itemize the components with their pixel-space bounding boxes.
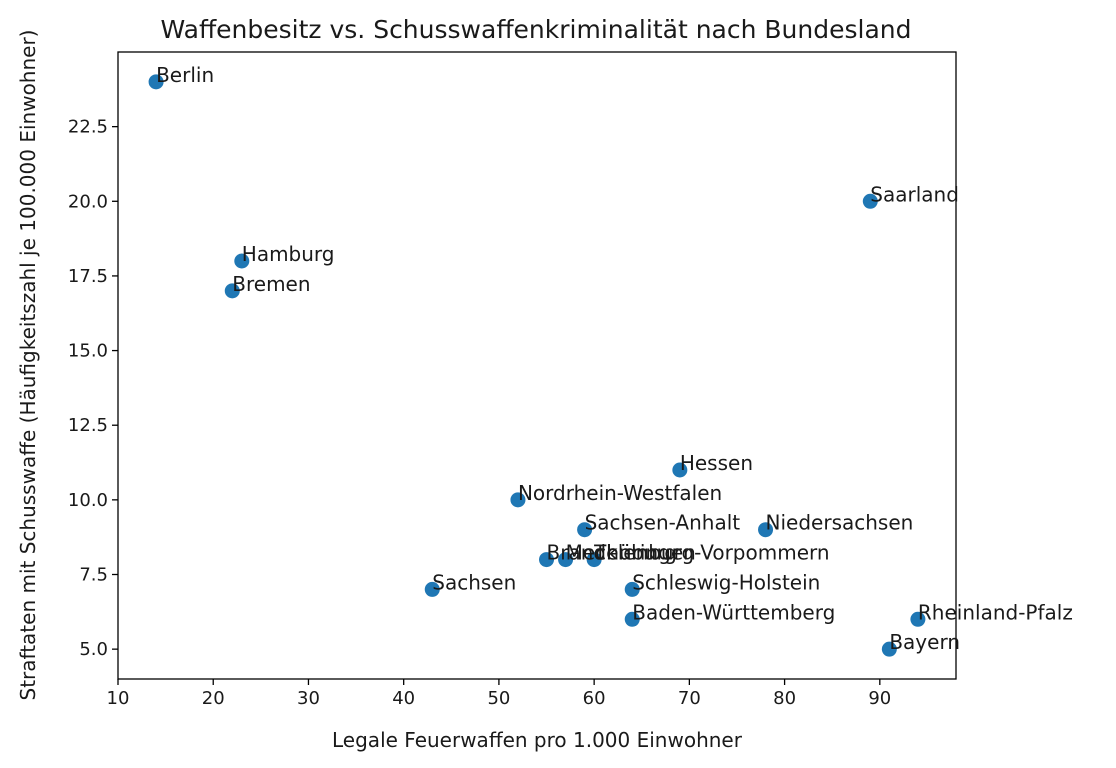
point-label: Berlin (156, 63, 214, 87)
data-point (558, 552, 574, 568)
point-label: Schleswig-Holstein (632, 570, 820, 594)
point-label: Niedersachsen (766, 511, 914, 535)
data-point (586, 552, 602, 568)
point-label: Saarland (870, 182, 959, 206)
y-tick-label: 7.5 (79, 565, 108, 586)
y-tick-label: 17.5 (68, 266, 108, 287)
x-axis: 10 20 30 40 50 60 70 80 90 (107, 679, 891, 709)
data-point (424, 581, 440, 597)
x-tick-label: 20 (202, 688, 225, 709)
chart-title: Waffenbesitz vs. Schusswaffenkriminalitä… (161, 15, 912, 44)
point-label: Mecklenburg-Vorpommern (566, 541, 830, 565)
data-point (758, 522, 774, 538)
data-points (148, 74, 926, 657)
point-label: Nordrhein-Westfalen (518, 481, 722, 505)
point-label: Sachsen (432, 570, 516, 594)
data-point (624, 581, 640, 597)
data-point (672, 462, 688, 478)
y-axis: 5.0 7.5 10.0 12.5 15.0 17.5 20.0 22.5 (68, 117, 118, 660)
point-label: Sachsen-Anhalt (585, 511, 741, 535)
point-label: Baden-Württemberg (632, 600, 835, 624)
point-label: Rheinland-Pfalz (918, 600, 1073, 624)
data-point (148, 74, 164, 90)
x-tick-label: 50 (487, 688, 510, 709)
y-tick-label: 12.5 (68, 415, 108, 436)
data-point (881, 641, 897, 657)
y-tick-label: 15.0 (68, 341, 108, 362)
plot-frame (117, 51, 957, 680)
y-tick-label: 22.5 (68, 117, 108, 138)
data-point (510, 492, 526, 508)
data-point (224, 283, 240, 299)
x-tick-label: 60 (583, 688, 606, 709)
x-tick-label: 40 (392, 688, 415, 709)
point-labels: Berlin Saarland Hamburg Bremen Hessen Nordrhe… (156, 63, 1073, 654)
data-point (234, 253, 250, 269)
y-tick-label: 20.0 (68, 191, 108, 212)
data-point (910, 611, 926, 627)
x-tick-label: 70 (678, 688, 701, 709)
x-tick-label: 10 (107, 688, 130, 709)
y-tick-label: 5.0 (79, 639, 108, 660)
point-label: Bayern (889, 630, 960, 654)
point-label: Thüringen (593, 541, 696, 565)
point-label: Brandenburg (547, 541, 678, 565)
x-axis-label: Legale Feuerwaffen pro 1.000 Einwohner (332, 728, 743, 752)
x-tick-label: 30 (297, 688, 320, 709)
x-tick-label: 80 (773, 688, 796, 709)
y-tick-label: 10.0 (68, 490, 108, 511)
y-axis-label: Straftaten mit Schusswaffe (Häufigkeitsz… (16, 30, 40, 701)
x-tick-label: 90 (868, 688, 891, 709)
point-label: Bremen (232, 272, 310, 296)
data-point (577, 522, 593, 538)
point-label: Hessen (680, 451, 753, 475)
data-point (624, 611, 640, 627)
data-point (539, 552, 555, 568)
data-point (862, 193, 878, 209)
point-label: Hamburg (242, 242, 335, 266)
